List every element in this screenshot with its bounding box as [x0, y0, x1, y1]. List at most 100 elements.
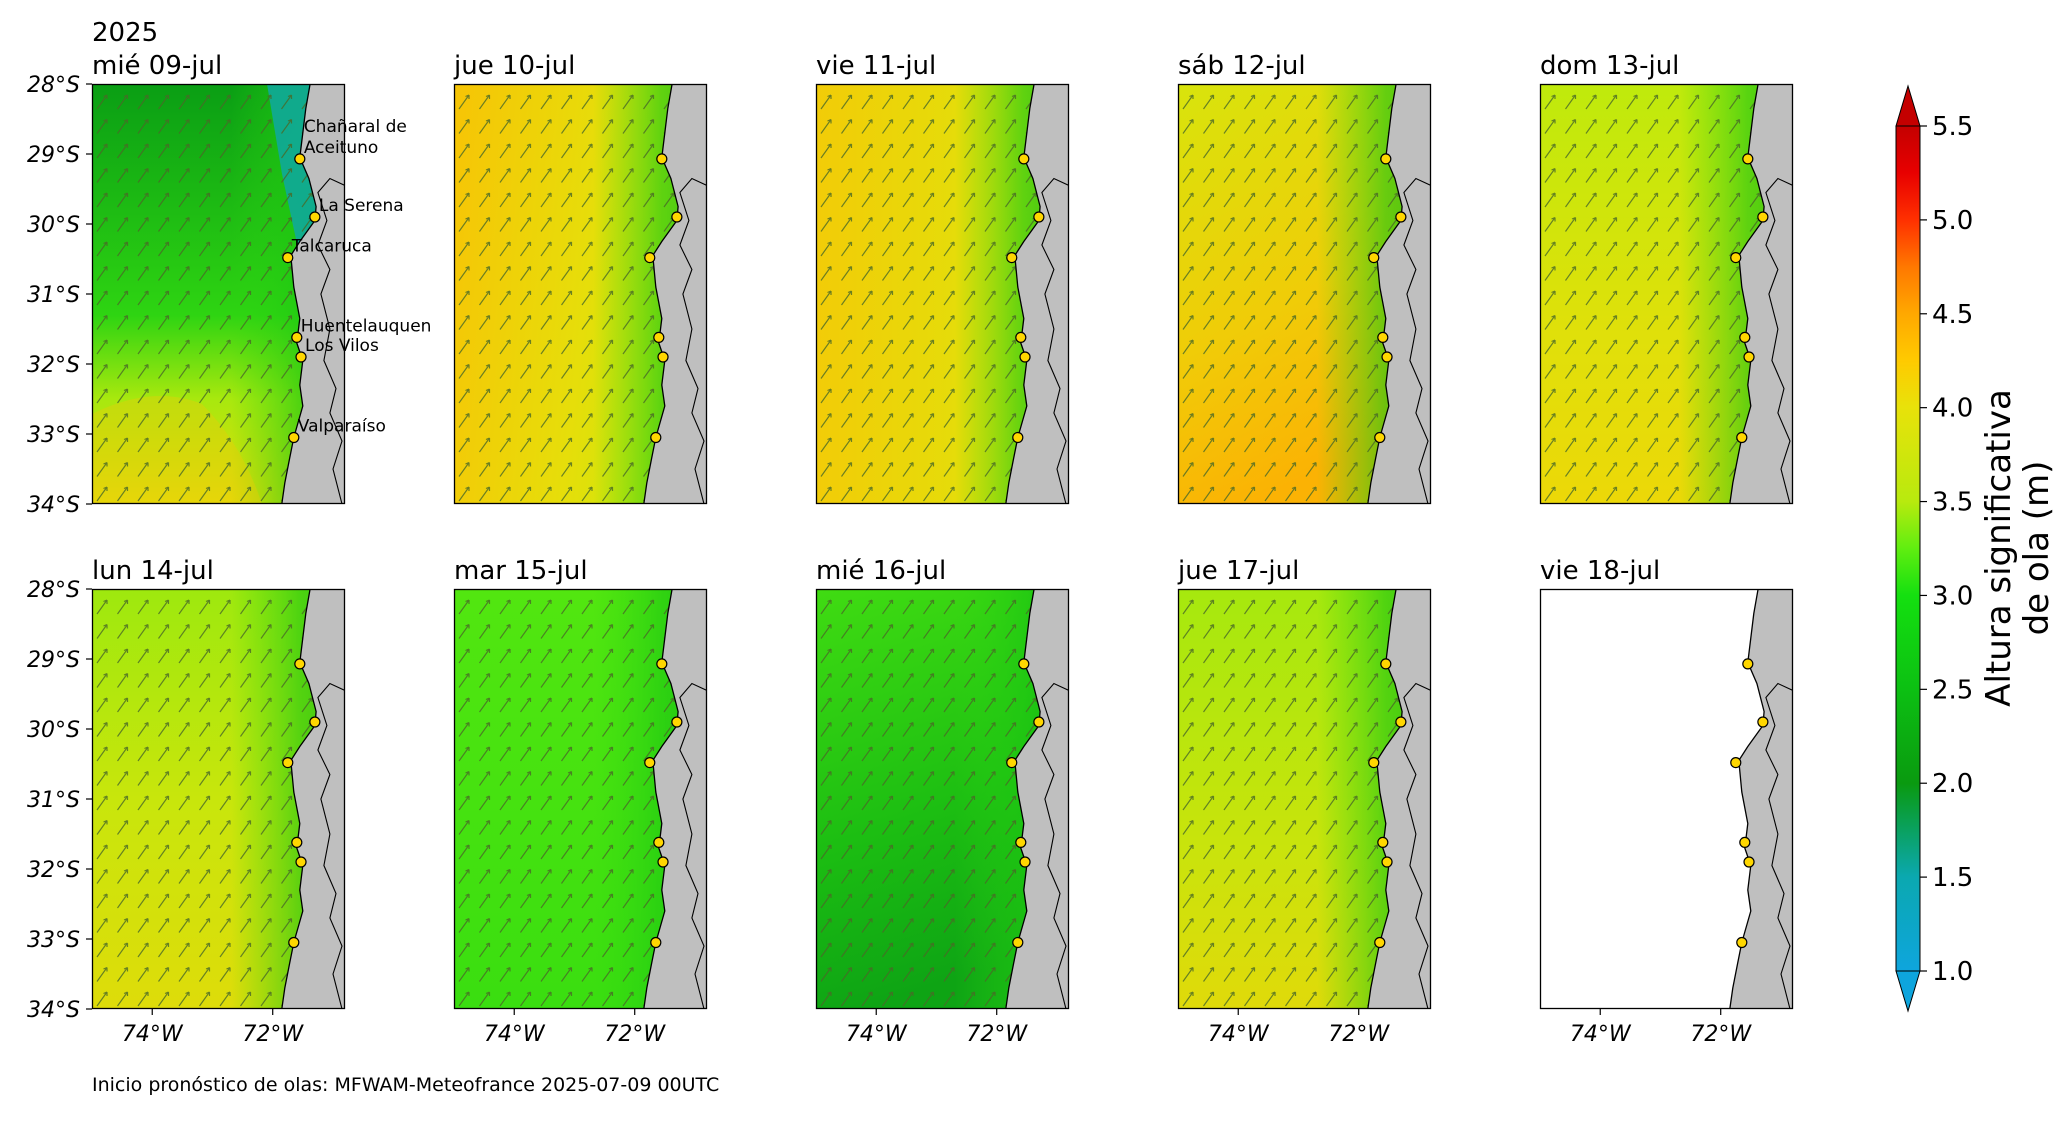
panel-date-title: vie 11-jul: [816, 51, 936, 81]
location-label: La Serena: [319, 196, 404, 216]
map-frame: [1539, 588, 1794, 1010]
location-marker: [295, 856, 307, 868]
colorbar-tick-label: 3.0: [1932, 581, 1973, 611]
location-marker: [671, 716, 683, 728]
colorbar-tick-label: 4.5: [1932, 300, 1973, 330]
wave-direction-arrows: [1544, 94, 1761, 502]
location-marker: [291, 836, 303, 848]
country-border: [679, 177, 707, 504]
colorbar-tick-label: 5.5: [1932, 112, 1973, 142]
location-marker: [1018, 658, 1030, 670]
latitude-tick-label: 31°S: [27, 788, 80, 813]
colorbar-gradient: [1895, 125, 1921, 972]
location-marker: [1019, 351, 1031, 363]
location-label: Huentelauquen: [301, 316, 432, 336]
location-marker: [1736, 431, 1748, 444]
location-marker: [1381, 856, 1393, 868]
longitude-tick-label: 74°W: [1208, 1022, 1270, 1047]
latitude-tick-label: 30°S: [27, 718, 80, 743]
location-marker: [1368, 757, 1380, 769]
location-marker: [1395, 716, 1407, 728]
location-marker: [1033, 716, 1045, 728]
location-marker: [1006, 757, 1018, 769]
country-border: [679, 682, 707, 1009]
country-border: [317, 682, 345, 1009]
location-marker: [282, 252, 294, 264]
location-marker: [1015, 836, 1027, 848]
wave-direction-arrows: [96, 599, 313, 1007]
land-mass: [1005, 84, 1069, 504]
latitude-tick-label: 33°S: [27, 928, 80, 953]
location-label: Los Vilos: [305, 336, 379, 356]
location-marker: [1395, 211, 1407, 223]
colorbar-tick-label: 5.0: [1932, 206, 1973, 236]
longitude-tick-label: 74°W: [484, 1022, 546, 1047]
map-panel: dom 13-jul: [1539, 51, 1794, 505]
map-panel: vie 18-jul 74°W 72°W: [1539, 556, 1794, 1047]
latitude-tick-label: 31°S: [27, 283, 80, 308]
location-marker: [282, 757, 294, 769]
panel-date-title: lun 14-jul: [92, 556, 214, 586]
map-panel: mar 15-jul 74°W 72°W: [453, 556, 708, 1047]
map-frame: [815, 588, 1070, 1010]
location-marker: [1374, 431, 1386, 444]
location-marker: [1377, 836, 1389, 848]
location-marker: [1730, 757, 1742, 769]
location-marker: [1380, 658, 1392, 670]
land-mass: [1729, 589, 1793, 1009]
location-marker: [1012, 431, 1024, 444]
forecast-source-note: Inicio pronóstico de olas: MFWAM-Meteofr…: [92, 1074, 720, 1096]
map-panel: mié 16-jul 74°W 72°W: [815, 556, 1070, 1047]
map-frame: [1539, 83, 1794, 505]
location-marker: [1015, 331, 1027, 343]
panel-date-title: vie 18-jul: [1540, 556, 1660, 586]
location-marker: [1377, 331, 1389, 343]
latitude-tick-label: 32°S: [27, 858, 80, 883]
panel-date-title: mié 16-jul: [816, 556, 946, 586]
colorbar-tick-label: 4.0: [1932, 394, 1973, 424]
map-frame: [91, 83, 346, 505]
country-border: [1041, 177, 1069, 504]
location-marker: [309, 211, 321, 223]
location-marker: [1757, 211, 1769, 223]
panel-date-title: jue 10-jul: [453, 51, 575, 81]
map-panel: jue 17-jul 74°W 72°W: [1177, 556, 1432, 1047]
location-marker: [644, 252, 656, 264]
map-panel: sáb 12-jul: [1177, 51, 1432, 505]
colorbar-tick-label: 3.5: [1932, 488, 1973, 518]
location-marker: [288, 936, 300, 949]
map-frame: [815, 83, 1070, 505]
colorbar-extend-min: [1895, 970, 1921, 1013]
longitude-tick-label: 74°W: [846, 1022, 908, 1047]
longitude-tick-label: 72°W: [242, 1022, 304, 1047]
country-border: [1403, 177, 1431, 504]
longitude-tick-label: 72°W: [604, 1022, 666, 1047]
location-marker: [644, 757, 656, 769]
location-marker: [1380, 153, 1392, 165]
location-marker: [650, 431, 662, 444]
location-marker: [1033, 211, 1045, 223]
latitude-tick-label: 29°S: [27, 143, 80, 168]
location-marker: [1374, 936, 1386, 949]
location-marker: [653, 836, 665, 848]
location-marker: [1730, 252, 1742, 264]
panel-date-title: mié 09-jul: [92, 51, 222, 81]
panel-date-title: sáb 12-jul: [1178, 51, 1306, 81]
latitude-tick-label: 32°S: [27, 353, 80, 378]
location-marker: [294, 658, 306, 670]
colorbar-label: Altura significativade ola (m): [1979, 389, 2057, 707]
map-frame: [453, 83, 708, 505]
location-marker: [1743, 856, 1755, 868]
longitude-tick-label: 72°W: [1690, 1022, 1752, 1047]
latitude-tick-label: 34°S: [27, 493, 80, 518]
country-border: [1041, 682, 1069, 1009]
country-border: [1765, 682, 1793, 1009]
map-panel: lun 14-jul 28°S 29°S 30°S 31°S 32°S 33°S 34°S 74…: [27, 556, 346, 1047]
location-marker: [1006, 252, 1018, 264]
panel-date-title: jue 17-jul: [1177, 556, 1299, 586]
year-label: 2025: [92, 18, 158, 48]
map-frame: [91, 588, 346, 1010]
location-marker: [1012, 936, 1024, 949]
